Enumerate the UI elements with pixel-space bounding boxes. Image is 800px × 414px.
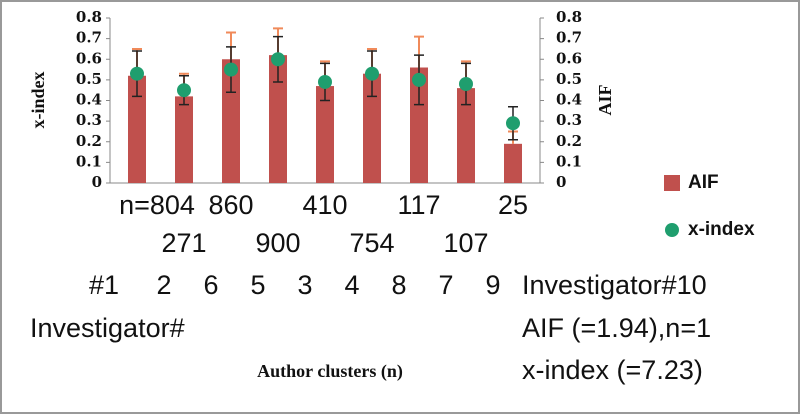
y2-tick-label: 0.7	[556, 29, 582, 47]
bar	[269, 55, 287, 183]
y-axis-label: x-index	[28, 71, 48, 128]
n-label: 107	[443, 228, 488, 258]
bar	[222, 59, 240, 183]
legend-swatch	[664, 175, 680, 191]
y-tick-label: 0.4	[76, 91, 102, 109]
note-xindex: x-index (=7.23)	[522, 355, 703, 385]
legend-label: x-index	[688, 219, 755, 240]
dot	[177, 83, 191, 98]
x-tick-label: 6	[203, 270, 218, 300]
dot	[412, 72, 426, 87]
investigator-10: Investigator#10	[522, 270, 707, 300]
y-tick-label: 0.2	[76, 132, 102, 150]
bar	[504, 143, 522, 183]
n-label: 271	[161, 228, 206, 258]
bar	[363, 73, 381, 183]
x-tick-label: 7	[438, 270, 453, 300]
y2-tick-label: 0.6	[556, 49, 582, 67]
y2-tick-label: 0.3	[556, 111, 582, 129]
dot	[506, 116, 520, 131]
x-axis-label: Author clusters (n)	[257, 361, 403, 382]
x-tick-label: 9	[485, 270, 500, 300]
y2-tick-label: 0.1	[556, 152, 582, 170]
dot	[365, 66, 379, 81]
y2-tick-label: 0.5	[556, 70, 582, 88]
y2-tick-label: 0.8	[556, 8, 582, 26]
y-tick-label: 0.8	[76, 8, 102, 26]
y2-tick-label: 0.4	[556, 91, 582, 109]
dot	[130, 66, 144, 81]
n-label: 860	[208, 190, 253, 220]
x-tick-label: #1	[89, 270, 119, 300]
bar	[175, 96, 193, 183]
x-tick-label: 4	[344, 270, 359, 300]
x-tick-label: 3	[297, 270, 312, 300]
dot	[459, 77, 473, 91]
n-label: 900	[255, 228, 300, 258]
y2-tick-label: 0	[556, 173, 566, 191]
y-tick-label: 0.1	[76, 152, 102, 170]
x-tick-label: 8	[391, 270, 406, 300]
legend-label: AIF	[688, 172, 719, 193]
n-label: n=804	[119, 190, 195, 220]
y-tick-label: 0	[92, 173, 102, 191]
y-tick-label: 0.7	[76, 29, 102, 47]
y2-axis-label: AIF	[595, 84, 615, 115]
dot	[224, 62, 238, 77]
y-tick-label: 0.3	[76, 111, 102, 129]
investigator-label: Investigator#	[30, 313, 185, 343]
n-label: 117	[397, 190, 440, 220]
legend-swatch	[665, 223, 679, 237]
n-label: 410	[302, 190, 347, 220]
note-aif: AIF (=1.94),n=1	[522, 313, 711, 343]
y2-tick-label: 0.2	[556, 132, 582, 150]
y-tick-label: 0.5	[76, 70, 102, 88]
y-tick-label: 0.6	[76, 49, 102, 67]
x-tick-label: 5	[250, 270, 265, 300]
dot	[271, 52, 285, 67]
bar	[410, 67, 428, 183]
n-label: 25	[498, 190, 528, 220]
dot	[318, 74, 332, 89]
x-tick-label: 2	[156, 270, 171, 300]
bar	[457, 88, 475, 183]
bar	[128, 75, 146, 183]
bar	[316, 86, 334, 183]
n-label: 754	[349, 228, 394, 258]
